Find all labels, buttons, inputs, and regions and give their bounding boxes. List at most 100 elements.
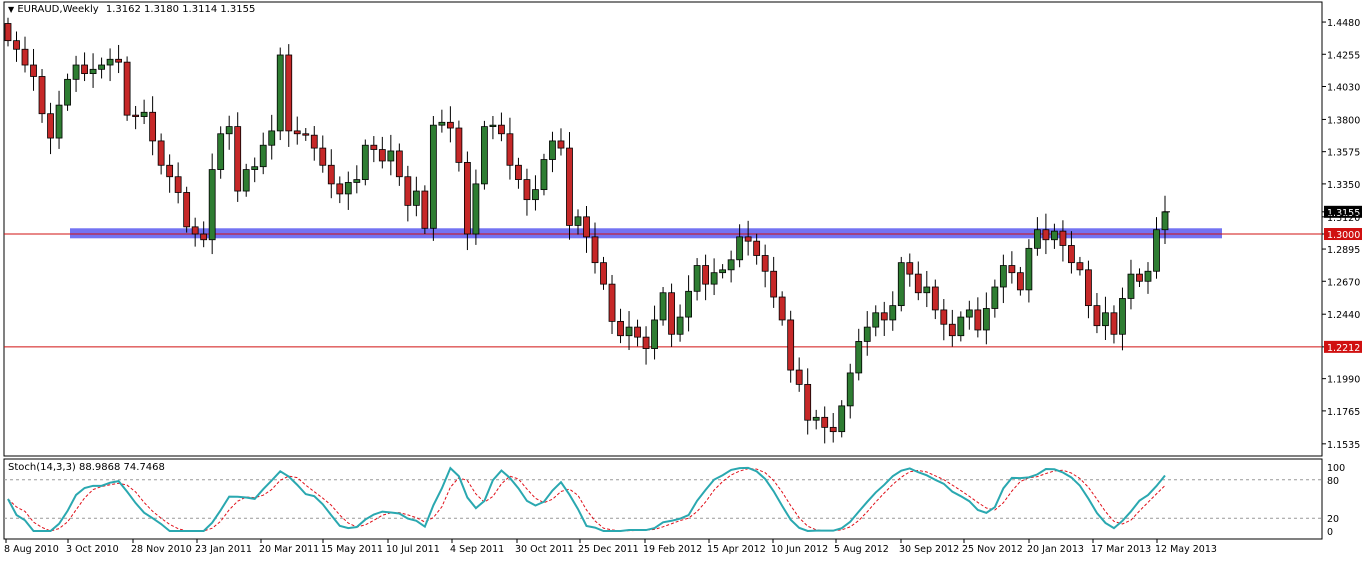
candle-body — [438, 121, 446, 126]
x-tick-label: 10 Jun 2012 — [771, 544, 828, 555]
candle-body — [13, 40, 20, 50]
candle-body — [1016, 272, 1024, 291]
x-tick-label: 19 Feb 2012 — [643, 544, 702, 555]
candle-body — [1068, 245, 1075, 264]
candle-body — [336, 183, 344, 195]
candle-body — [132, 114, 140, 117]
x-tick-label: 3 Oct 2010 — [66, 544, 119, 555]
candle-body — [412, 190, 420, 206]
candle-body — [463, 162, 471, 235]
y-tick-label: 1.2440 — [1327, 310, 1360, 321]
x-tick-label: 15 May 2011 — [321, 544, 383, 555]
y-tick-label: 1.1765 — [1327, 407, 1360, 418]
candle-body — [617, 320, 624, 337]
candle-body — [846, 372, 854, 407]
candle-body — [1042, 229, 1050, 241]
x-tick-label: 10 Jul 2011 — [386, 544, 440, 555]
candle-body — [676, 316, 684, 335]
candle-body — [498, 124, 505, 135]
candle-body — [55, 104, 63, 139]
candle-body — [234, 126, 242, 192]
x-tick-label: 28 Nov 2010 — [131, 544, 192, 555]
candle-body — [310, 134, 318, 149]
candle-body — [98, 64, 105, 70]
level-tag — [1324, 340, 1362, 353]
candle-body — [787, 319, 795, 371]
x-tick-label: 12 May 2013 — [1155, 544, 1217, 555]
candle-body — [1119, 298, 1126, 335]
candle-body — [634, 326, 641, 338]
candle-body — [515, 164, 522, 180]
candle-body — [812, 416, 820, 421]
candle-body — [123, 61, 131, 116]
candle-body — [710, 272, 718, 285]
candle-body — [353, 179, 361, 183]
candle-body — [481, 126, 488, 185]
candle-body — [642, 336, 650, 349]
candle-body — [302, 133, 310, 136]
y-tick-label: 1.3000 — [1327, 230, 1360, 241]
candle-body — [395, 150, 403, 178]
candle-body — [719, 269, 727, 274]
stoch-main-line — [7, 466, 1166, 533]
candle-body — [183, 192, 191, 228]
candle-body — [974, 309, 982, 331]
candle-body — [242, 169, 250, 192]
triangle-down-icon[interactable]: ▼ — [8, 5, 15, 14]
candle-body — [89, 68, 97, 75]
candle-body — [200, 233, 208, 241]
candle-body — [4, 23, 12, 42]
candle-body — [1008, 265, 1016, 274]
y-tick-label: 1.3155 — [1327, 208, 1360, 219]
candle-body — [251, 166, 259, 170]
candle-body — [940, 309, 948, 325]
candle-body — [991, 286, 999, 309]
candle-body — [38, 76, 46, 115]
candle-body — [1085, 269, 1092, 307]
candle-body — [583, 216, 590, 238]
y-tick-label: 1.1990 — [1327, 375, 1360, 386]
stoch-tick-label: 80 — [1327, 476, 1339, 487]
candle-body — [1059, 230, 1067, 246]
level-tag — [1324, 228, 1362, 241]
candle-body — [319, 147, 327, 166]
candle-body — [1033, 229, 1041, 249]
candle-body — [404, 176, 412, 206]
candle-body — [863, 326, 871, 342]
candle-body — [191, 226, 199, 235]
candle-body — [872, 312, 880, 328]
candle-body — [668, 292, 675, 335]
candle-body — [21, 48, 29, 66]
y-tick-label: 1.1535 — [1327, 440, 1360, 451]
candle-body — [72, 64, 80, 80]
candle-body — [106, 58, 114, 66]
candle-body — [344, 182, 352, 195]
candle-body — [659, 292, 667, 321]
x-tick-label: 20 Mar 2011 — [259, 544, 319, 555]
candle-body — [761, 255, 769, 272]
y-tick-label: 1.3350 — [1327, 180, 1360, 191]
candle-body — [906, 262, 914, 275]
x-tick-label: 23 Jan 2011 — [195, 544, 252, 555]
candle-body — [140, 111, 148, 117]
candle-body — [999, 265, 1007, 288]
candle-body — [1076, 262, 1084, 271]
candle-body — [387, 150, 395, 162]
candle-body — [778, 296, 786, 321]
candle-body — [378, 149, 386, 162]
candle-body — [897, 262, 905, 307]
candle-body — [1153, 229, 1160, 272]
candle-body — [608, 283, 616, 322]
candle-body — [149, 111, 157, 142]
candle-body — [1025, 247, 1033, 291]
candle-body — [276, 54, 284, 132]
x-tick-label: 8 Aug 2010 — [4, 544, 59, 555]
candle-body — [549, 140, 556, 160]
x-tick-label: 30 Sep 2012 — [899, 544, 959, 555]
x-tick-label: 4 Sep 2011 — [450, 544, 504, 555]
candle-body — [685, 290, 692, 318]
stoch-tick-label: 100 — [1327, 463, 1345, 474]
candle-body — [651, 319, 658, 349]
